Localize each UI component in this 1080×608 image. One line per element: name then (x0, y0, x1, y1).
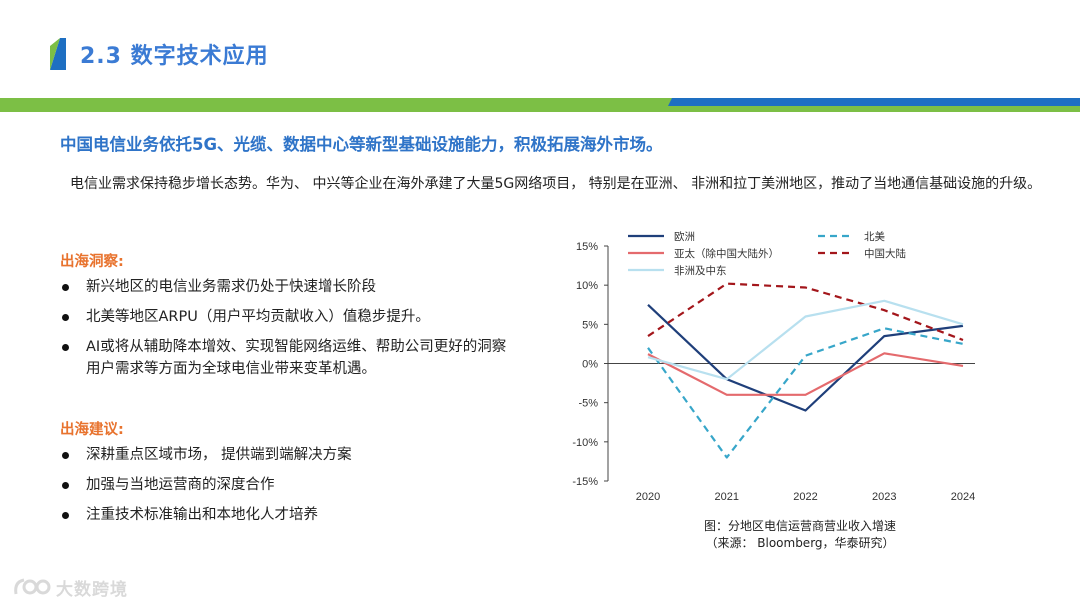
x-tick-label: 2024 (951, 491, 975, 503)
y-tick-label: -10% (572, 437, 598, 449)
series-line (647, 282, 964, 342)
insights-heading: 出海洞察: (60, 254, 124, 270)
bullet-icon (62, 284, 69, 291)
x-tick-label: 2022 (793, 491, 817, 503)
revenue-growth-chart: 15% 10% 5% 0% -5% -10% -15% 2020 2021 2022 2023 202… (572, 230, 975, 503)
y-tick-label: 15% (576, 241, 598, 253)
list-item: AI或将从辅助降本增效、实现智能网络运维、帮助公司更好的洞察用户需求等方面为全球… (60, 336, 516, 380)
header-band (0, 98, 1080, 112)
suggestions-list: 深耕重点区域市场， 提供端到端解决方案 加强与当地运营商的深度合作 注重技术标准… (60, 444, 530, 534)
series-line (647, 299, 964, 381)
caption-title: 图：分地区电信运营商营业收入增速 (703, 519, 896, 533)
legend-label: 非洲及中东 (674, 264, 727, 277)
title-bar: 2.3 数字技术应用 (50, 36, 269, 72)
watermark-text: 大数跨境 (56, 579, 128, 600)
y-tick-label: -5% (578, 398, 598, 410)
title-accent-icon (50, 38, 66, 70)
y-tick-label: 5% (582, 319, 598, 331)
watermark: 大数跨境 (12, 572, 128, 602)
list-item: 注重技术标准输出和本地化人才培养 (60, 504, 530, 526)
watermark-logo-icon (14, 578, 51, 595)
series-line (647, 327, 964, 459)
page-title: 2.3 数字技术应用 (80, 44, 269, 69)
list-item: 深耕重点区域市场， 提供端到端解决方案 (60, 444, 530, 466)
bullet-icon (62, 344, 69, 351)
bullet-icon (62, 452, 69, 459)
bullet-icon (62, 314, 69, 321)
headline: 中国电信业务依托5G、光缆、数据中心等新型基础设施能力，积极拓展海外市场。 (60, 135, 663, 154)
bullet-icon (62, 512, 69, 519)
list-item: 新兴地区的电信业务需求仍处于快速增长阶段 (60, 276, 530, 298)
y-tick-label: 10% (576, 280, 598, 292)
legend-label: 中国大陆 (864, 247, 906, 260)
series-line (647, 352, 964, 396)
legend-label: 北美 (864, 230, 885, 243)
y-tick-label: 0% (582, 359, 598, 371)
legend-label: 欧洲 (674, 231, 695, 243)
x-tick-label: 2020 (636, 491, 660, 503)
intro-paragraph: 电信业需求保持稳步增长态势。华为、 中兴等企业在海外承建了大量5G网络项目， 特… (70, 176, 1042, 192)
list-item: 加强与当地运营商的深度合作 (60, 474, 530, 496)
chart-caption: 图：分地区电信运营商营业收入增速 （来源： Bloomberg，华泰研究） (680, 518, 920, 552)
caption-source: （来源： Bloomberg，华泰研究） (705, 536, 895, 550)
x-tick-label: 2021 (715, 491, 739, 503)
y-tick-label: -15% (572, 476, 598, 488)
insights-list: 新兴地区的电信业务需求仍处于快速增长阶段 北美等地区ARPU（用户平均贡献收入）… (60, 276, 530, 388)
legend-label: 亚太（除中国大陆外） (674, 247, 779, 260)
x-tick-label: 2023 (872, 491, 896, 503)
bullet-icon (62, 482, 69, 489)
suggestions-heading: 出海建议: (60, 422, 124, 438)
list-item: 北美等地区ARPU（用户平均贡献收入）值稳步提升。 (60, 306, 530, 328)
